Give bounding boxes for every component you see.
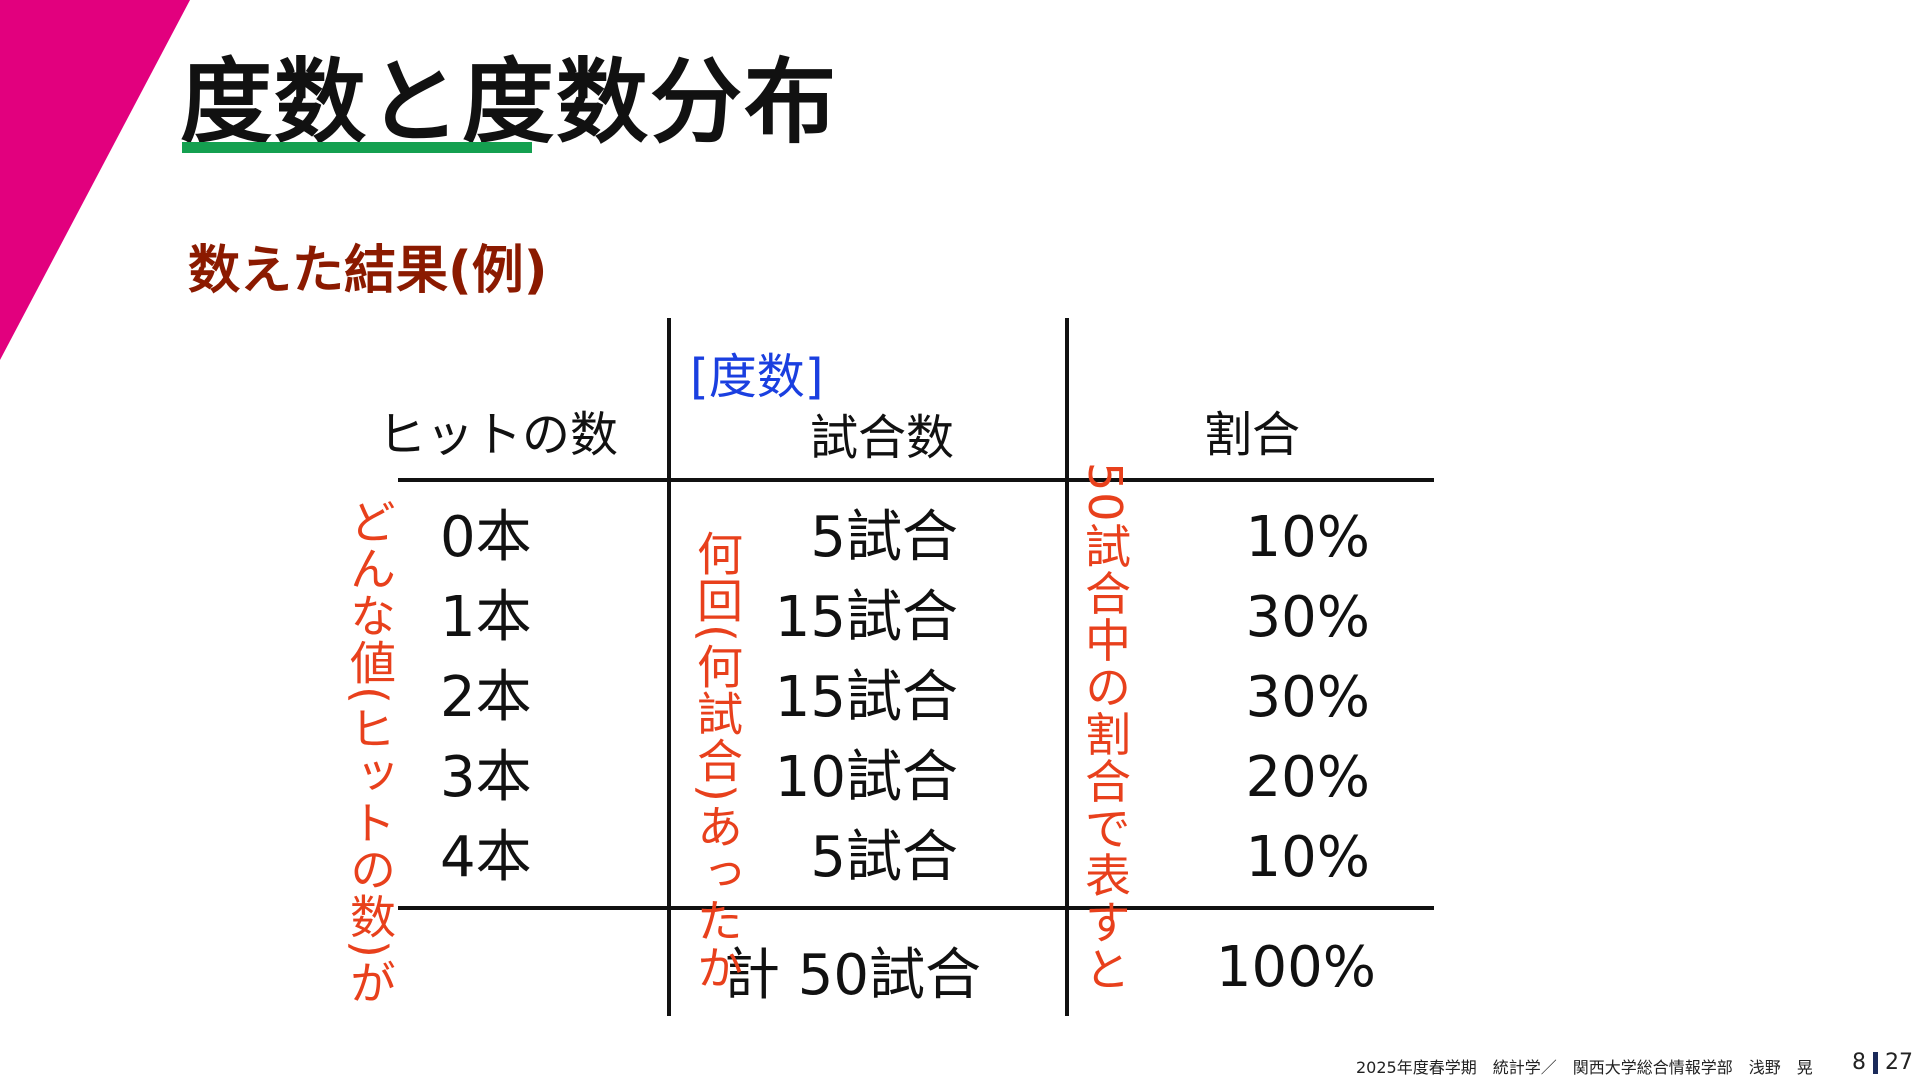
row-ratio: 20% bbox=[1245, 745, 1370, 810]
page-indicator: 8 27 bbox=[1852, 1050, 1913, 1075]
table-divider-header bbox=[398, 478, 1434, 482]
row-count: 15試合 bbox=[774, 585, 958, 650]
row-value: 3本 bbox=[440, 745, 532, 810]
total-ratio: 100% bbox=[1215, 935, 1376, 1000]
note-value: どんな値(ヒットの数)が bbox=[343, 498, 397, 1006]
page-separator bbox=[1873, 1051, 1878, 1074]
row-count: 10試合 bbox=[774, 745, 958, 810]
frequency-label: [度数] bbox=[690, 349, 824, 405]
note-count: 何回(何試合)あったか bbox=[690, 530, 744, 991]
slide-title: 度数と度数分布 bbox=[180, 49, 839, 156]
row-count: 5試合 bbox=[810, 505, 958, 570]
title-underline bbox=[182, 142, 532, 153]
footer-course: 2025年度春学期 統計学／ 関西大学総合情報学部 浅野 晃 bbox=[1356, 1058, 1813, 1077]
row-value: 0本 bbox=[440, 505, 532, 570]
row-ratio: 30% bbox=[1245, 585, 1370, 650]
header-hit-count: ヒットの数 bbox=[378, 407, 619, 463]
row-count: 5試合 bbox=[810, 825, 958, 890]
header-ratio: 割合 bbox=[1204, 407, 1301, 463]
table-divider-total bbox=[398, 906, 1434, 910]
row-value: 4本 bbox=[440, 825, 532, 890]
row-value: 1本 bbox=[440, 585, 532, 650]
corner-accent-triangle bbox=[0, 0, 190, 360]
page-number: 8 bbox=[1852, 1050, 1866, 1075]
table-divider-vertical bbox=[1065, 318, 1069, 1016]
slide-subtitle: 数えた結果(例) bbox=[188, 241, 548, 301]
row-ratio: 30% bbox=[1245, 665, 1370, 730]
row-ratio: 10% bbox=[1245, 505, 1370, 570]
row-count: 15試合 bbox=[774, 665, 958, 730]
total-pages: 27 bbox=[1885, 1050, 1913, 1075]
row-value: 2本 bbox=[440, 665, 532, 730]
header-game-count: 試合数 bbox=[810, 410, 955, 466]
row-ratio: 10% bbox=[1245, 825, 1370, 890]
table-divider-vertical bbox=[667, 318, 671, 1016]
total-count: 計 50試合 bbox=[724, 943, 982, 1008]
note-ratio: 50試合中の割合で表すと bbox=[1078, 462, 1132, 993]
